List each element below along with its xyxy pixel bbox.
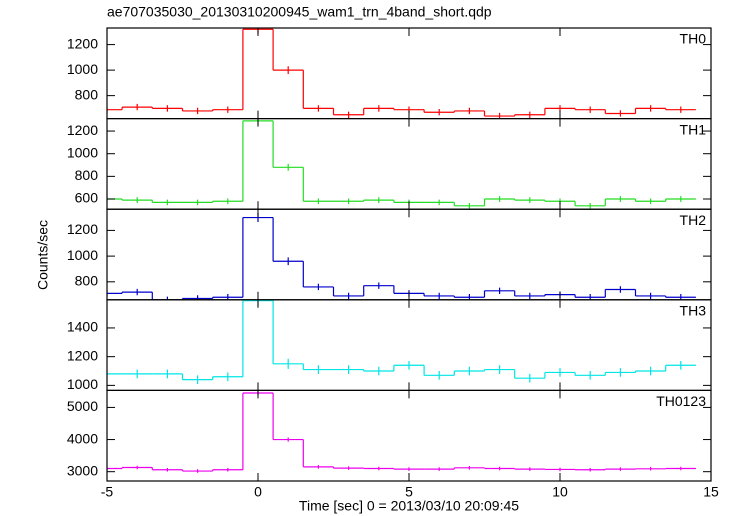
y-tick-label: 800	[75, 167, 99, 183]
y-tick-label: 3000	[67, 462, 98, 478]
panel-frame	[106, 27, 712, 120]
panel-data	[107, 28, 696, 119]
panel-data	[107, 118, 696, 209]
y-tick-label: 1200	[67, 35, 98, 51]
panel-data	[107, 390, 696, 473]
y-tick-label: 600	[75, 190, 99, 206]
panel-label: TH1	[680, 121, 707, 137]
y-tick-label: 1400	[67, 319, 98, 335]
y-tick-label: 1200	[67, 221, 98, 237]
panel-label: TH0123	[656, 393, 706, 409]
x-tick-label: 15	[703, 484, 719, 500]
panel-label: TH3	[680, 303, 707, 319]
x-tick-label: 10	[552, 484, 568, 500]
y-tick-label: 1200	[67, 347, 98, 363]
x-tick-label: 5	[405, 484, 413, 500]
y-tick-label: 5000	[67, 398, 98, 414]
chart-title: ae707035030_20130310200945_wam1_trn_4ban…	[107, 4, 492, 20]
y-axis-label: Counts/sec	[35, 220, 51, 290]
panel-label: TH0	[680, 31, 707, 47]
panel-data	[107, 213, 696, 300]
panel-label: TH2	[680, 212, 707, 228]
panel-frame	[106, 117, 712, 210]
panel-data	[107, 299, 696, 384]
x-axis-label: Time [sec] 0 = 2013/03/10 20:09:45	[299, 498, 519, 514]
y-tick-label: 1200	[67, 122, 98, 138]
panel-frame	[106, 208, 712, 301]
y-tick-label: 800	[75, 273, 99, 289]
panel-frame	[106, 389, 712, 482]
y-tick-label: 800	[75, 86, 99, 102]
x-tick-label: 0	[254, 484, 262, 500]
y-tick-label: 1000	[67, 247, 98, 263]
y-tick-label: 4000	[67, 430, 98, 446]
x-tick-label: -5	[101, 484, 114, 500]
y-tick-label: 1000	[67, 376, 98, 392]
y-tick-label: 1000	[67, 144, 98, 160]
y-tick-label: 1000	[67, 61, 98, 77]
